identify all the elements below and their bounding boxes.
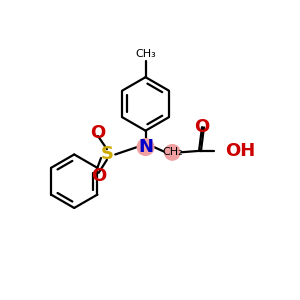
Text: O: O — [91, 167, 106, 185]
Text: CH₂: CH₂ — [162, 147, 183, 158]
Text: CH₃: CH₃ — [135, 49, 156, 59]
Text: N: N — [138, 138, 153, 156]
Text: OH: OH — [225, 142, 255, 160]
Circle shape — [137, 139, 154, 155]
Text: S: S — [100, 146, 113, 164]
Circle shape — [165, 145, 180, 160]
Text: O: O — [90, 124, 106, 142]
Text: O: O — [194, 118, 210, 136]
